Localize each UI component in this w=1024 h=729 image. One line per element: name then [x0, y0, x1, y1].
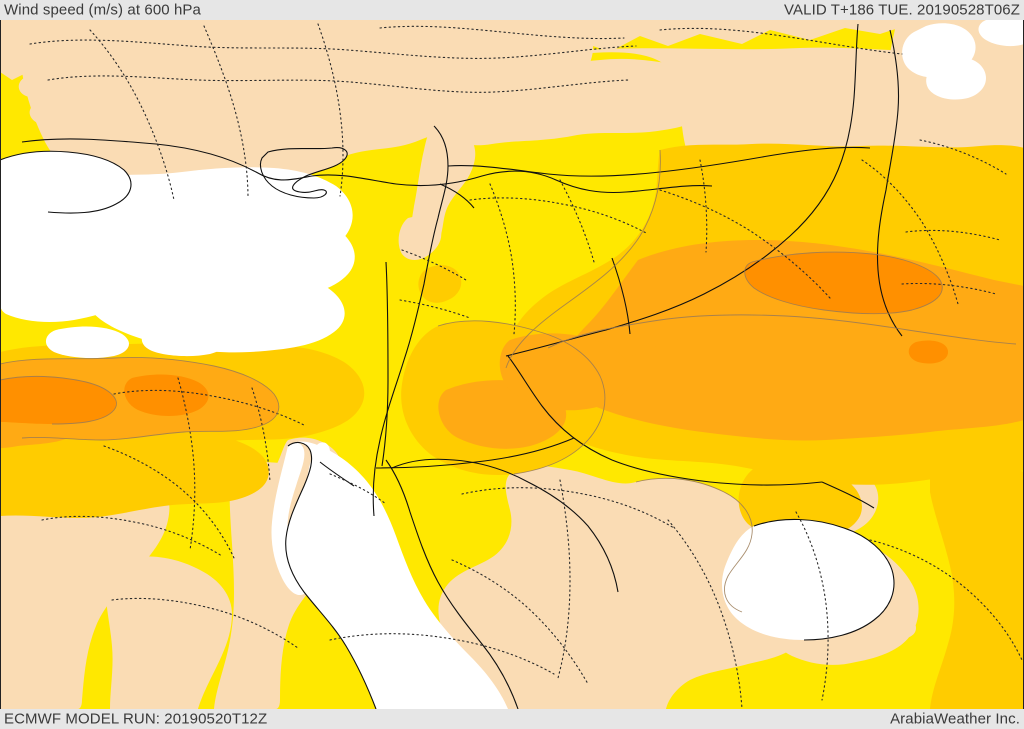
band-jet-core-areas [0, 252, 948, 424]
border-dotted-egypt-gov-1 [113, 389, 307, 427]
contour-area-ne-arm [182, 58, 724, 146]
provider-credit: ArabiaWeather Inc. [890, 710, 1020, 728]
coastline-levant [372, 125, 449, 517]
contour-area-core-egypt-2 [124, 374, 209, 416]
model-run-label: ECMWF MODEL RUN: 20190520T12Z [4, 710, 268, 728]
contour-area-island-w2 [29, 102, 71, 126]
border-dotted-iraq-gov-4 [919, 139, 1007, 175]
border-dotted-saudi-prov-5 [795, 511, 829, 701]
border-dotted-arabia-bottom [329, 633, 555, 675]
border-jordan-saudi-v [319, 461, 355, 487]
contour-area-core-small-gulf [908, 340, 948, 364]
border-dotted-egypt-gov-4 [103, 445, 235, 559]
sea-mask-med-west [0, 151, 131, 214]
contour-outline-jet-core [744, 251, 943, 315]
sea-mask-suez-gulf [271, 442, 308, 596]
sea-mask-aqaba [301, 442, 331, 584]
border-dotted-jordan-gov-2 [399, 299, 471, 319]
border-dotted-syria-gov-2 [489, 183, 516, 335]
border-dotted-saudi-prov-4 [451, 559, 589, 685]
map-title: Wind speed (m/s) at 600 hPa [4, 1, 201, 19]
coastline-arabia-west [391, 458, 619, 593]
contour-area-gold-egypt-lower [0, 423, 269, 518]
border-dotted-med-north-1 [379, 25, 625, 40]
contour-outline-gold-syria [505, 149, 661, 369]
border-dotted-turkey-provinces-2 [47, 75, 629, 93]
border-dotted-egypt-gov-5 [41, 515, 223, 557]
sea-mask-med-sliver-a [45, 326, 129, 359]
contour-outline-layer [0, 149, 1017, 613]
contour-outline-egypt-jet [0, 357, 280, 441]
border-dotted-syria-gov-3 [559, 179, 595, 263]
border-dotted-sinai [329, 473, 387, 505]
border-dotted-turkey-provinces-3 [89, 29, 175, 201]
contour-area-core-iraq [744, 252, 943, 314]
contour-outline-egypt-core [0, 375, 117, 425]
footer-bar: ECMWF MODEL RUN: 20190520T12Z ArabiaWeat… [0, 709, 1024, 729]
sea-mask-med-sliver-b [141, 324, 225, 357]
border-dotted-iran-prov-1 [905, 229, 1001, 241]
sea-mask-caspian-corner [978, 17, 1024, 47]
border-iran-iraq [876, 29, 903, 337]
border-saudi-iraq-line [507, 355, 823, 486]
coastline-layer [0, 125, 895, 710]
border-dotted-turkey-provinces-4 [203, 25, 249, 199]
contour-area-gold-se [930, 464, 1024, 709]
border-dotted-iraq-gov-1 [659, 189, 831, 299]
coastline-turkey-south [0, 150, 132, 214]
header-bar: Wind speed (m/s) at 600 hPa VALID T+186 … [0, 0, 1024, 20]
coastline-sinai-west [285, 441, 377, 710]
border-jordan-saudi-wedge [375, 437, 575, 469]
sea-mask-med-lower [82, 256, 345, 353]
border-dotted-turkey-provinces-1 [29, 39, 637, 59]
border-lebanon-syria [439, 183, 475, 209]
border-dotted-egypt-gov-3 [251, 387, 271, 483]
sea-mask-urmia-2 [926, 57, 987, 100]
contour-area-nile-west [105, 556, 232, 709]
contour-outline-arabia [635, 477, 753, 613]
border-dotted-egypt-gov-6 [111, 597, 299, 649]
border-dotted-saudi-prov-2 [557, 479, 571, 679]
sea-mask-red-sea [285, 441, 508, 709]
border-dotted-syria-gov-1 [469, 197, 649, 235]
border-dotted-saudi-prov-1 [461, 487, 675, 529]
border-dotted-jordan-gov-1 [401, 249, 467, 281]
border-iraq-kuwait [821, 481, 875, 509]
coastline-anatolia [21, 138, 713, 193]
band-lowest-wind-sea-areas [0, 17, 1024, 709]
contour-area-arabia [438, 465, 805, 709]
contour-area-orange-main-jet [536, 314, 1024, 441]
border-dotted-saudi-prov-6 [869, 539, 1023, 661]
valid-time-label: VALID T+186 TUE. 20190528T06Z [784, 1, 1020, 19]
contour-area-orange-jet-hook [499, 333, 632, 411]
contour-area-island-w1 [18, 74, 57, 98]
contour-area-gold-bottom-right [738, 462, 862, 541]
border-dotted-iran-prov-2 [901, 282, 997, 295]
coastline-persian-gulf [753, 518, 895, 641]
border-egypt-israel [381, 261, 389, 467]
border-iraq-jordan-saudi [505, 23, 859, 357]
contour-area-core-egypt [0, 376, 117, 424]
coastline-red-sea-east [385, 459, 519, 710]
coastline-cyprus [259, 147, 348, 199]
contour-area-gold-dead-sea [418, 265, 462, 303]
contour-outline-levant-gold [437, 320, 606, 475]
sea-mask-persian-gulf [722, 519, 894, 640]
contour-outline-jet-main [547, 314, 1017, 349]
border-dotted-med-north-2 [659, 27, 903, 55]
border-dotted-iraq-gov-2 [699, 159, 708, 253]
